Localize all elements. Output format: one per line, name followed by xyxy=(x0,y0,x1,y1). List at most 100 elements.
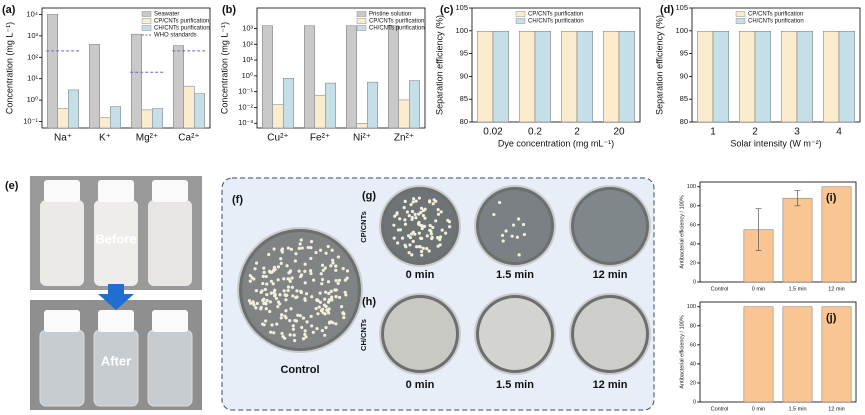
colony xyxy=(345,269,350,273)
colony xyxy=(341,266,345,271)
x-tick-label: 2 xyxy=(574,127,580,138)
colony xyxy=(288,269,293,273)
colony xyxy=(268,269,272,273)
y-tick-label: 10² xyxy=(27,52,38,61)
dish-agar xyxy=(479,190,551,262)
legend-swatch xyxy=(735,18,746,24)
colony xyxy=(314,306,318,311)
x-axis-label: Dye concentration (mg mL⁻¹) xyxy=(498,138,614,148)
legend-swatch xyxy=(735,11,746,17)
colony xyxy=(263,287,267,292)
colony xyxy=(259,307,263,311)
colony xyxy=(334,295,338,299)
colony xyxy=(419,206,424,210)
y-tick-label: 10¹ xyxy=(27,74,38,83)
colony xyxy=(333,288,337,292)
time-label: 0 min xyxy=(406,379,435,391)
bar xyxy=(603,31,620,123)
colony xyxy=(448,225,452,229)
colony xyxy=(395,212,399,216)
colony xyxy=(299,238,303,242)
plot-frame xyxy=(699,301,857,403)
colony xyxy=(425,247,429,251)
x-tick-label: Ca²⁺ xyxy=(178,133,199,144)
panel-label: (i) xyxy=(826,192,837,204)
colony xyxy=(327,307,331,311)
x-tick-label: 12 min xyxy=(828,406,845,412)
colony xyxy=(297,269,301,273)
colony xyxy=(291,327,296,331)
dish-agar xyxy=(479,298,551,370)
legend-label: CP/CNTs purification xyxy=(748,12,803,18)
legend-swatch xyxy=(356,18,367,24)
colony xyxy=(501,239,505,243)
y-tick-label: 85 xyxy=(460,94,468,103)
colony xyxy=(303,269,307,273)
plot-frame xyxy=(41,7,211,129)
colony xyxy=(254,306,258,310)
colony xyxy=(303,262,307,266)
colony xyxy=(522,232,526,237)
colony xyxy=(410,253,414,257)
colony xyxy=(417,196,421,200)
colony xyxy=(309,256,313,261)
colony xyxy=(411,197,416,201)
colony xyxy=(288,279,292,283)
x-tick-label: Ni²⁺ xyxy=(353,133,371,144)
bar xyxy=(492,31,509,123)
colony xyxy=(420,224,424,228)
legend-label: CP/CNTs purification xyxy=(154,19,209,25)
y-tick-label: 105 xyxy=(455,3,468,12)
colony xyxy=(265,293,269,297)
plot-frame xyxy=(471,7,641,123)
colony xyxy=(299,273,304,277)
colony xyxy=(492,212,496,217)
colony xyxy=(421,208,426,213)
colony xyxy=(276,300,281,304)
y-tick-label: 85 xyxy=(680,94,688,103)
colony xyxy=(324,290,328,294)
colony xyxy=(247,299,251,303)
legend-label: Pristine solution xyxy=(369,12,411,18)
y-tick-label: 40 xyxy=(690,361,696,367)
y-tick-label: 100 xyxy=(687,184,696,190)
colony xyxy=(265,282,269,286)
colony xyxy=(336,281,340,285)
y-tick-label: 10⁰ xyxy=(242,71,253,80)
colony xyxy=(407,213,411,218)
colony xyxy=(327,320,332,324)
colony xyxy=(422,224,427,229)
bar xyxy=(781,31,798,123)
colony xyxy=(324,251,328,255)
colony xyxy=(272,294,277,298)
dish-agar xyxy=(384,298,456,370)
colony xyxy=(260,289,264,293)
colony xyxy=(300,246,304,250)
colony xyxy=(438,237,442,242)
x-tick-label: 1.5 min xyxy=(788,406,806,412)
bar xyxy=(618,31,635,123)
x-tick-label: 3 xyxy=(794,127,800,138)
bar xyxy=(325,82,336,129)
colony xyxy=(262,301,266,306)
colony xyxy=(413,232,417,236)
colony xyxy=(262,270,266,274)
colony xyxy=(517,217,521,221)
x-tick-label: 0 min xyxy=(752,286,765,292)
before-label: Before xyxy=(95,231,136,246)
panel-label: (g) xyxy=(362,190,376,202)
colony xyxy=(447,220,452,224)
arrow xyxy=(98,284,134,310)
colony xyxy=(274,296,278,301)
bar xyxy=(782,197,813,283)
panel-label: (c) xyxy=(440,4,454,16)
colony xyxy=(444,231,448,235)
colony xyxy=(251,300,255,304)
colony xyxy=(288,333,292,337)
dish-agar xyxy=(574,298,646,370)
panel-label: (h) xyxy=(362,296,376,308)
y-tick-label: 10² xyxy=(242,39,253,48)
colony xyxy=(319,248,323,252)
y-tick-label: 10⁻¹ xyxy=(23,117,38,126)
